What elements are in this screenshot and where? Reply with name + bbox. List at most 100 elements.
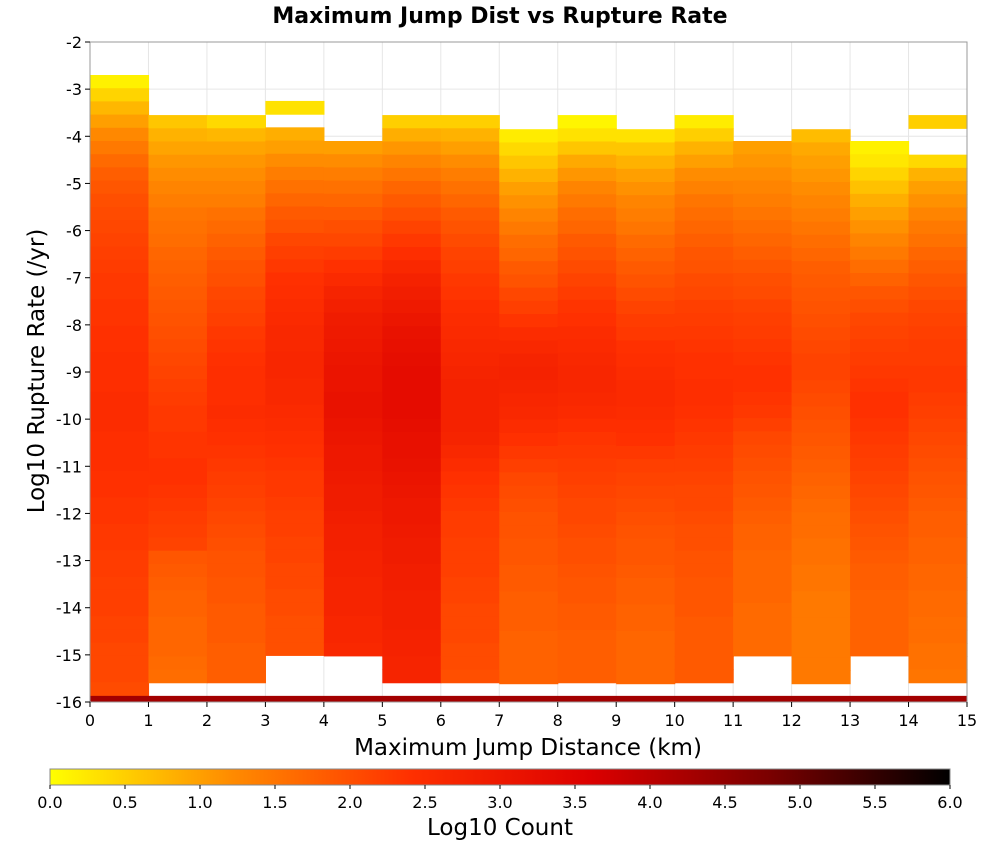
heatmap-cell	[440, 431, 500, 446]
heatmap-cell	[382, 537, 442, 552]
heatmap-cell	[90, 207, 150, 221]
heatmap-cell	[148, 207, 208, 222]
heatmap-cell	[323, 391, 383, 406]
heatmap-cell	[323, 603, 383, 617]
heatmap-cell	[674, 233, 734, 248]
heatmap-cell	[908, 392, 968, 407]
heatmap-cell	[440, 656, 500, 671]
heatmap-cell	[616, 406, 676, 421]
heatmap-cell	[499, 538, 559, 553]
heatmap-cell	[616, 366, 676, 381]
heatmap-cell	[90, 457, 150, 472]
heatmap-cell	[733, 537, 793, 551]
heatmap-cell	[323, 484, 383, 498]
heatmap-cell	[557, 339, 617, 354]
x-tick-label: 14	[898, 711, 918, 730]
heatmap-cell	[791, 393, 851, 408]
heatmap-cell	[440, 445, 500, 459]
heatmap-cell	[499, 393, 559, 408]
heatmap-cell	[616, 168, 676, 183]
heatmap-cell	[90, 563, 150, 578]
heatmap-cell	[265, 100, 325, 115]
heatmap-cell	[90, 286, 150, 300]
heatmap-cell	[323, 510, 383, 525]
heatmap-cell	[499, 432, 559, 447]
heatmap-cell	[850, 418, 910, 432]
heatmap-cell	[908, 247, 968, 261]
heatmap-cell	[440, 352, 500, 367]
heatmap-cell	[440, 247, 500, 261]
heatmap-cell	[733, 523, 793, 538]
heatmap-cell	[382, 590, 442, 605]
heatmap-cell	[616, 644, 676, 658]
colorbar-ticks: 0.0 0.5 1.0 1.5 2.0 2.5 3.0 3.5 4.0 4.5 5.0 5.5 6.0	[37, 785, 963, 812]
heatmap-cell	[557, 458, 617, 473]
heatmap-cell	[674, 207, 734, 222]
heatmap-cell	[323, 405, 383, 419]
colorbar-tick-label: 1.0	[187, 793, 212, 812]
heatmap-cell	[206, 405, 266, 420]
heatmap-cell	[557, 511, 617, 525]
heatmap-cell	[850, 325, 910, 340]
heatmap-cell	[323, 589, 383, 604]
heatmap-cell	[850, 180, 910, 195]
heatmap-cell	[499, 525, 559, 540]
heatmap-cell	[206, 167, 266, 182]
y-axis-label: Log10 Rupture Rate (/yr)	[24, 229, 50, 514]
heatmap-cell	[148, 233, 208, 248]
heatmap-cell	[440, 207, 500, 222]
heatmap-cell	[206, 603, 266, 618]
heatmap-cell	[850, 484, 910, 498]
heatmap-cell	[90, 325, 150, 340]
heatmap-cell	[382, 247, 442, 261]
y-tick-label: -15	[56, 646, 82, 665]
heatmap-cell	[440, 181, 500, 195]
heatmap-cell	[908, 194, 968, 209]
heatmap-cell	[499, 419, 559, 434]
heatmap-cell	[148, 563, 208, 578]
heatmap-cell	[323, 378, 383, 393]
heatmap-cell	[850, 537, 910, 551]
heatmap-cell	[382, 629, 442, 644]
heatmap-cell	[382, 260, 442, 275]
heatmap-cell	[440, 167, 500, 182]
heatmap-cell	[791, 446, 851, 460]
x-tick-label: 12	[781, 711, 801, 730]
heatmap-cell	[791, 604, 851, 619]
heatmap-cell	[908, 313, 968, 327]
heatmap-cell	[674, 115, 734, 129]
heatmap-cell	[674, 273, 734, 288]
heatmap-cell	[557, 563, 617, 578]
heatmap-cell	[850, 207, 910, 221]
heatmap-cell	[791, 670, 851, 685]
heatmap-cell	[499, 551, 559, 566]
heatmap-cell	[733, 273, 793, 287]
heatmap-cell	[674, 141, 734, 156]
heatmap-cell	[557, 154, 617, 169]
chart-title: Maximum Jump Dist vs Rupture Rate	[272, 4, 727, 29]
heatmap-cell	[206, 497, 266, 512]
heatmap-cell	[382, 392, 442, 407]
heatmap-cell	[908, 669, 968, 684]
heatmap-cell	[499, 564, 559, 579]
heatmap-cell	[616, 617, 676, 632]
heatmap-cell	[148, 471, 208, 486]
heatmap-cell	[440, 537, 500, 552]
heatmap-cell	[265, 338, 325, 353]
colorbar-tick-label: 4.0	[637, 793, 662, 812]
heatmap-cell	[850, 273, 910, 287]
heatmap-cell	[90, 523, 150, 538]
heatmap-cell	[791, 353, 851, 368]
x-tick-label: 4	[319, 711, 329, 730]
heatmap-cell	[206, 458, 266, 473]
heatmap-cell	[908, 577, 968, 591]
heatmap-cell	[733, 352, 793, 366]
heatmap-cell	[791, 644, 851, 658]
heatmap-cell	[674, 577, 734, 591]
heatmap-cell	[908, 524, 968, 539]
colorbar-tick-label: 2.0	[337, 793, 362, 812]
heatmap-cell	[206, 273, 266, 288]
heatmap-cell	[265, 576, 325, 590]
heatmap-cell	[674, 458, 734, 473]
heatmap-cell	[148, 115, 208, 129]
